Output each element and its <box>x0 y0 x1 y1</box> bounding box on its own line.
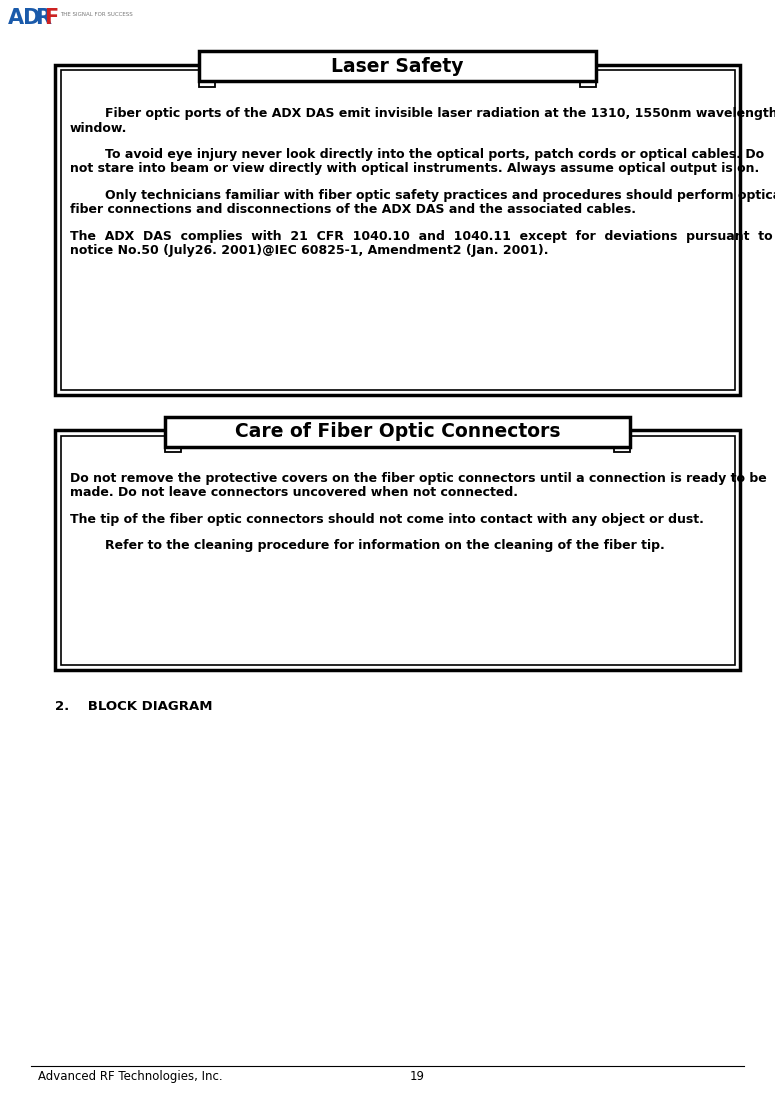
Text: Fiber optic ports of the ADX DAS emit invisible laser radiation at the 1310, 155: Fiber optic ports of the ADX DAS emit in… <box>70 107 775 120</box>
Text: The tip of the fiber optic connectors should not come into contact with any obje: The tip of the fiber optic connectors sh… <box>70 513 704 526</box>
Text: window.: window. <box>70 122 127 134</box>
Text: Advanced RF Technologies, Inc.: Advanced RF Technologies, Inc. <box>38 1070 222 1083</box>
Text: F: F <box>44 8 59 27</box>
Bar <box>199 52 596 81</box>
Text: 2.    BLOCK DIAGRAM: 2. BLOCK DIAGRAM <box>55 700 212 713</box>
Bar <box>164 436 181 452</box>
Text: Laser Safety: Laser Safety <box>331 57 463 76</box>
Text: fiber connections and disconnections of the ADX DAS and the associated cables.: fiber connections and disconnections of … <box>70 203 636 217</box>
Bar <box>615 436 630 452</box>
Bar <box>580 71 596 87</box>
Bar <box>164 417 630 446</box>
Bar <box>164 417 630 446</box>
Text: Only technicians familiar with fiber optic safety practices and procedures shoul: Only technicians familiar with fiber opt… <box>70 189 775 202</box>
Bar <box>55 65 740 395</box>
Bar <box>60 70 735 389</box>
Bar <box>60 435 735 665</box>
Text: AD: AD <box>8 8 41 27</box>
Bar <box>55 430 740 670</box>
Text: Refer to the cleaning procedure for information on the cleaning of the fiber tip: Refer to the cleaning procedure for info… <box>70 540 665 553</box>
Text: Care of Fiber Optic Connectors: Care of Fiber Optic Connectors <box>235 422 560 441</box>
Bar <box>199 71 215 87</box>
Text: not stare into beam or view directly with optical instruments. Always assume opt: not stare into beam or view directly wit… <box>70 163 760 176</box>
Text: THE SIGNAL FOR SUCCESS: THE SIGNAL FOR SUCCESS <box>60 12 133 16</box>
Text: Do not remove the protective covers on the fiber optic connectors until a connec: Do not remove the protective covers on t… <box>70 471 766 485</box>
Text: To avoid eye injury never look directly into the optical ports, patch cords or o: To avoid eye injury never look directly … <box>70 148 764 160</box>
Text: notice No.50 (July26. 2001)@IEC 60825-1, Amendment2 (Jan. 2001).: notice No.50 (July26. 2001)@IEC 60825-1,… <box>70 244 549 257</box>
Text: The  ADX  DAS  complies  with  21  CFR  1040.10  and  1040.11  except  for  devi: The ADX DAS complies with 21 CFR 1040.10… <box>70 230 775 243</box>
Text: 19: 19 <box>410 1070 425 1083</box>
Text: made. Do not leave connectors uncovered when not connected.: made. Do not leave connectors uncovered … <box>70 487 518 500</box>
Bar <box>199 52 596 81</box>
Text: R: R <box>36 8 51 27</box>
